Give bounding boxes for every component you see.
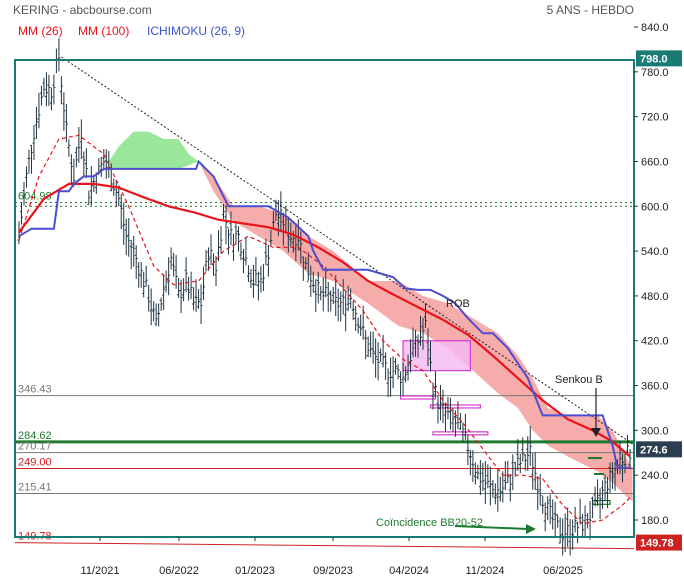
tag-high-bg bbox=[636, 50, 682, 67]
cloud-bullish bbox=[108, 131, 199, 169]
y-tick-label-8: 360.0 bbox=[641, 381, 669, 393]
tag-low-bg bbox=[636, 534, 682, 551]
price-tags: 798.0 274.6 149.78 bbox=[636, 50, 682, 551]
mm26-line bbox=[18, 134, 631, 525]
legend-mm100: MM (100) bbox=[78, 24, 129, 38]
chart-period: 5 ANS - HEBDO bbox=[547, 3, 634, 17]
y-tick-label-5: 540.0 bbox=[641, 246, 669, 258]
ichimoku-cloud bbox=[108, 131, 633, 502]
y-tick-label-3: 660.0 bbox=[641, 156, 669, 168]
y-tick-label-4: 600.0 bbox=[641, 201, 669, 213]
x-tick-label-3: 09/2023 bbox=[313, 565, 353, 577]
x-tick-label-6: 06/2025 bbox=[543, 565, 583, 577]
level-label-3: 270.17 bbox=[18, 441, 52, 453]
x-tick-label-5: 11/2024 bbox=[466, 565, 505, 577]
indicator-lines bbox=[18, 56, 633, 525]
zone-box-1 bbox=[399, 395, 437, 400]
x-tick-label-4: 04/2024 bbox=[389, 565, 429, 577]
tag-high-text: 798.0 bbox=[640, 53, 668, 65]
zone-box-3 bbox=[432, 431, 489, 436]
x-tick-label-0: 11/2021 bbox=[81, 565, 120, 577]
annotation-rob: ROB bbox=[446, 298, 470, 310]
y-tick-label-7: 420.0 bbox=[641, 336, 669, 348]
y-axis: 840.0 780.0 720.0 660.0 600.0 540.0 480.0 420.0… bbox=[634, 22, 669, 527]
y-tick-label-11: 180.0 bbox=[641, 515, 669, 527]
x-tick-label-1: 06/2022 bbox=[159, 565, 199, 577]
tag-last-text: 274.6 bbox=[640, 444, 668, 456]
level-label-2: 284.62 bbox=[18, 430, 52, 442]
tag-last-bg bbox=[636, 441, 682, 458]
coincidence-arrowhead bbox=[526, 524, 536, 534]
ichimoku-kijun-line bbox=[18, 159, 630, 469]
level-lines: 604.98346.43284.62270.17249.00215.41149.… bbox=[14, 191, 635, 550]
level-label-5: 215.41 bbox=[18, 482, 52, 494]
x-tick-label-2: 01/2023 bbox=[235, 565, 275, 577]
y-tick-label-10: 240.0 bbox=[641, 470, 669, 482]
y-tick-label-2: 720.0 bbox=[641, 112, 669, 124]
coincidence-arrow-shaft bbox=[454, 525, 529, 530]
plot-frame bbox=[14, 59, 635, 538]
chart-title: KERING - abcbourse.com bbox=[13, 3, 152, 17]
mm100-line bbox=[18, 182, 631, 458]
zone-box-2 bbox=[429, 404, 481, 409]
annotation-senkou: Senkou B bbox=[555, 374, 603, 386]
senkou-arrowhead bbox=[591, 428, 601, 437]
level-label-4: 249.00 bbox=[18, 456, 52, 468]
resistance-trendline bbox=[61, 56, 633, 445]
y-tick-label-1: 780.0 bbox=[641, 67, 669, 79]
legend-ichimoku: ICHIMOKU (26, 9) bbox=[147, 24, 245, 38]
y-tick-label-0: 840.0 bbox=[641, 22, 669, 34]
level-line-6 bbox=[14, 542, 635, 550]
x-axis: 11/2021 06/2022 01/2023 09/2023 04/2024 11/20… bbox=[81, 537, 583, 577]
tag-low-text: 149.78 bbox=[640, 538, 674, 550]
legend-mm26: MM (26) bbox=[18, 24, 63, 38]
level-label-1: 346.43 bbox=[18, 384, 52, 396]
y-tick-label-6: 480.0 bbox=[641, 291, 669, 303]
cloud-bearish bbox=[198, 161, 633, 502]
y-tick-label-9: 300.0 bbox=[641, 425, 669, 437]
